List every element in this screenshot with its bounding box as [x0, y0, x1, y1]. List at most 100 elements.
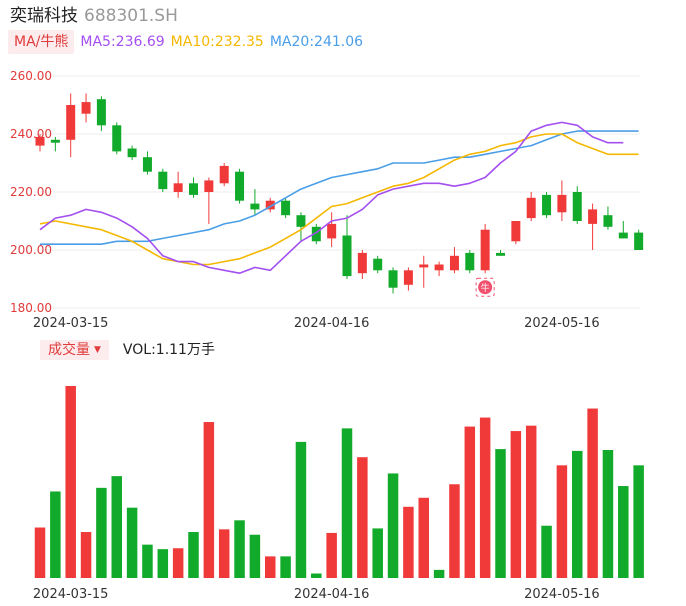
- candle-body: [281, 200, 291, 216]
- candle: [449, 247, 459, 274]
- candle: [588, 203, 598, 250]
- candle-body: [158, 171, 168, 190]
- volume-bar: [111, 476, 122, 578]
- candle: [511, 221, 521, 245]
- candle-body: [96, 99, 106, 126]
- ma-legend: MA/牛熊 MA5:236.69 MA10:232.35 MA20:241.06: [8, 30, 363, 54]
- volume-bar: [96, 487, 107, 578]
- candle: [419, 255, 429, 288]
- ma5-legend: MA5:236.69: [80, 34, 165, 50]
- volume-indicator-toggle[interactable]: 成交量 ▼: [40, 340, 109, 360]
- candle-body: [588, 209, 598, 224]
- candle: [50, 136, 60, 152]
- candle-body: [127, 148, 137, 158]
- candle: [35, 134, 45, 152]
- volume-bar: [433, 569, 445, 578]
- candle-body: [603, 215, 613, 227]
- candle-body: [557, 194, 567, 213]
- candle: [173, 171, 183, 198]
- candle-body: [572, 192, 582, 221]
- caret-down-icon: ▼: [94, 345, 101, 355]
- candle-body: [511, 221, 521, 242]
- volume-bar: [587, 408, 598, 578]
- candle: [96, 96, 106, 132]
- bull-badge-icon: 牛: [475, 277, 495, 297]
- candle-body: [66, 105, 76, 140]
- badge-label: 牛: [481, 282, 490, 294]
- candle: [158, 168, 168, 192]
- x-tick-label: 2024-03-15: [33, 316, 109, 330]
- x-tick-label: 2024-04-16: [294, 587, 370, 602]
- volume-bar: [556, 465, 568, 578]
- volume-bar: [510, 431, 522, 578]
- volume-chart[interactable]: 2024-03-15 2024-04-16 2024-05-16: [0, 360, 686, 606]
- candle-body: [618, 232, 628, 239]
- candle: [618, 221, 628, 239]
- volume-bar: [618, 486, 629, 578]
- candle-body: [219, 165, 229, 184]
- price-grid: [34, 75, 640, 309]
- volume-bar: [157, 549, 169, 578]
- candle-body: [189, 183, 198, 195]
- candle: [496, 250, 505, 256]
- volume-bar: [126, 507, 138, 578]
- x-tick-label: 2024-05-16: [524, 587, 600, 602]
- candle: [542, 192, 552, 219]
- volume-bar: [172, 548, 184, 578]
- volume-bar: [387, 473, 399, 578]
- volume-bar: [372, 528, 383, 578]
- volume-bar: [249, 534, 261, 578]
- ma20-legend: MA20:241.06: [269, 34, 364, 50]
- candlestick-chart[interactable]: 260.00 240.00 220.00 200.00 180.002024-03-15…: [0, 0, 686, 330]
- volume-legend: 成交量 ▼ VOL:1.11万手: [40, 340, 215, 360]
- candle-body: [373, 258, 383, 271]
- volume-bar: [403, 506, 414, 578]
- volume-bar: [525, 425, 537, 578]
- candle-body: [419, 264, 429, 268]
- candle-body: [542, 194, 552, 216]
- candle: [66, 93, 76, 158]
- volume-bars: [34, 386, 644, 578]
- candle-body: [465, 252, 475, 271]
- candle: [219, 163, 229, 187]
- candle-body: [296, 215, 306, 227]
- volume-bar: [311, 573, 322, 578]
- x-tick-label: 2024-05-16: [524, 316, 600, 330]
- candle-body: [634, 232, 644, 250]
- candle-body: [235, 171, 245, 201]
- stock-header: 奕瑞科技 688301.SH: [10, 4, 178, 28]
- candle-body: [449, 255, 459, 271]
- ma5-line: [39, 121, 624, 275]
- volume-bar: [541, 525, 552, 578]
- candle: [265, 197, 275, 213]
- volume-bar: [495, 449, 506, 578]
- ma20-line: [40, 130, 639, 245]
- candle: [403, 267, 413, 291]
- volume-bar: [65, 386, 76, 578]
- candle-body: [388, 270, 398, 288]
- candle-body: [434, 264, 444, 271]
- volume-bar: [295, 441, 307, 578]
- candle: [235, 168, 245, 204]
- candle: [480, 223, 490, 274]
- candle: [81, 93, 91, 123]
- candle: [603, 206, 613, 230]
- volume-bar: [203, 422, 215, 578]
- candle-body: [142, 157, 152, 172]
- candle-body: [35, 136, 45, 146]
- volume-bar: [188, 532, 199, 578]
- volume-bar: [464, 426, 476, 578]
- candle-body: [480, 229, 490, 271]
- candles: [35, 93, 644, 294]
- candle: [434, 261, 444, 277]
- candle: [373, 255, 383, 274]
- volume-x-axis-labels: 2024-03-15 2024-04-16 2024-05-16: [33, 587, 600, 602]
- ma10-legend: MA10:232.35: [170, 34, 264, 50]
- volume-bar: [265, 556, 276, 578]
- ma-indicator-toggle[interactable]: MA/牛熊: [8, 30, 75, 54]
- ma10-line: [39, 133, 639, 266]
- candle-body: [112, 125, 122, 152]
- volume-bar: [142, 544, 153, 578]
- candle: [634, 229, 644, 250]
- candle-body: [204, 180, 214, 192]
